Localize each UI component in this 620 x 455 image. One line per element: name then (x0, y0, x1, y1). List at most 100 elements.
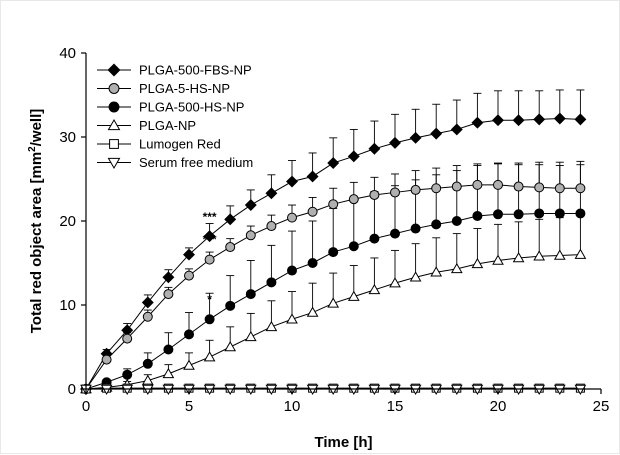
data-point-plga-500-hs-np (390, 228, 400, 239)
legend-item-plga-500-hs-np: PLGA-500-HS-NP (97, 100, 244, 115)
data-point-plga-5-hs-np (266, 221, 277, 232)
data-point-plga-500-hs-np (513, 209, 524, 220)
legend-item-serum-free-medium: Serum free medium (97, 155, 253, 170)
data-point-plga-500-hs-np (307, 258, 318, 268)
significance-marker: *** (203, 233, 217, 247)
data-point-serum-free-medium (409, 384, 422, 396)
data-point-plga-500-fbs-np (389, 136, 401, 149)
data-point-plga-500-fbs-np (183, 248, 195, 261)
legend-item-plga-5-hs-np: PLGA-5-HS-NP (97, 81, 230, 96)
data-point-plga-np (162, 367, 175, 379)
data-point-serum-free-medium (327, 384, 340, 396)
x-tick-label: 20 (490, 398, 507, 415)
data-point-serum-free-medium (306, 384, 319, 396)
legend-label: PLGA-5-HS-NP (139, 81, 230, 96)
data-point-plga-500-fbs-np (409, 131, 422, 144)
data-point-plga-500-hs-np (575, 208, 586, 219)
x-tick-label: 25 (593, 398, 610, 415)
x-axis-label: Time [h] (314, 434, 372, 451)
data-point-plga-5-hs-np (369, 189, 380, 200)
data-point-serum-free-medium (141, 384, 154, 396)
data-point-plga-5-hs-np (431, 183, 442, 194)
y-tick-label: 20 (59, 213, 76, 230)
data-point-plga-500-fbs-np (492, 114, 504, 127)
error-bars-layer (102, 89, 585, 389)
data-point-plga-np (286, 313, 298, 324)
data-point-plga-500-hs-np (184, 329, 194, 340)
data-point-plga-np (306, 306, 319, 317)
data-point-plga-5-hs-np (554, 183, 565, 194)
data-point-plga-500-fbs-np (368, 142, 381, 155)
significance-marker: * (207, 292, 212, 306)
data-point-plga-5-hs-np (472, 179, 483, 190)
data-point-serum-free-medium (265, 384, 278, 396)
legend-item-lumogen-red: Lumogen Red (97, 137, 221, 152)
x-ticks: 0 5 10 15 20 25 (82, 389, 610, 415)
data-point-plga-500-hs-np (431, 219, 442, 230)
legend-item-plga-500-fbs-np: PLGA-500-FBS-NP (97, 63, 252, 78)
legend-marker-plga-500-hs-np (108, 101, 120, 113)
data-point-plga-500-fbs-np (553, 112, 566, 125)
data-point-plga-500-fbs-np (471, 116, 484, 129)
data-point-plga-5-hs-np (513, 181, 524, 192)
data-point-plga-np (450, 262, 463, 274)
data-point-plga-5-hs-np (225, 242, 236, 253)
data-point-plga-500-hs-np (266, 277, 277, 288)
y-tick-label: 10 (59, 297, 76, 314)
data-point-plga-5-hs-np (287, 212, 297, 223)
y-tick-label: 40 (59, 45, 76, 62)
data-point-serum-free-medium (347, 384, 360, 396)
legend-label: Serum free medium (139, 155, 253, 170)
data-point-serum-free-medium (203, 384, 216, 396)
data-point-plga-np (533, 250, 546, 261)
data-point-serum-free-medium (450, 384, 463, 396)
data-point-plga-np (409, 271, 422, 282)
data-point-plga-500-hs-np (348, 241, 359, 252)
data-point-serum-free-medium (533, 384, 546, 396)
y-tick-label: 0 (68, 381, 76, 398)
data-point-plga-np (492, 254, 504, 265)
data-point-plga-500-hs-np (142, 358, 153, 369)
data-point-plga-500-fbs-np (265, 187, 278, 200)
data-point-plga-np (327, 297, 340, 308)
data-point-plga-500-fbs-np (203, 230, 216, 243)
data-point-plga-5-hs-np (493, 179, 503, 190)
legend-label: PLGA-NP (139, 118, 196, 133)
data-point-plga-np (347, 290, 360, 301)
data-point-plga-500-fbs-np (141, 296, 154, 309)
legend-label: Lumogen Red (139, 137, 221, 152)
data-point-plga-500-hs-np (554, 208, 565, 219)
data-point-plga-np (265, 320, 278, 332)
legend-marker-plga-np (107, 118, 121, 131)
data-point-plga-5-hs-np (163, 289, 174, 300)
data-point-plga-5-hs-np (328, 199, 339, 210)
data-point-serum-free-medium (368, 384, 381, 396)
x-tick-label: 10 (284, 398, 301, 415)
markers-layer (80, 112, 587, 396)
data-point-plga-np (512, 251, 525, 263)
x-tick-label: 0 (82, 398, 90, 415)
data-point-plga-500-hs-np (204, 314, 215, 325)
data-point-plga-5-hs-np (534, 182, 545, 193)
legend-marker-lumogen-red (109, 139, 119, 149)
data-point-serum-free-medium (430, 384, 443, 396)
data-point-serum-free-medium (574, 384, 587, 396)
legend-marker-serum-free-medium (107, 157, 121, 170)
data-point-plga-500-fbs-np (327, 157, 340, 169)
data-point-plga-5-hs-np (348, 194, 359, 205)
data-point-plga-500-hs-np (451, 216, 462, 226)
y-tick-label: 30 (59, 129, 76, 146)
data-point-plga-np (368, 283, 381, 295)
data-point-serum-free-medium (121, 384, 134, 396)
data-point-plga-500-fbs-np (306, 170, 319, 183)
data-point-plga-500-hs-np (163, 344, 174, 355)
data-point-plga-5-hs-np (184, 270, 194, 281)
data-point-plga-500-fbs-np (162, 271, 175, 284)
data-point-serum-free-medium (553, 384, 566, 396)
data-point-plga-500-hs-np (493, 209, 503, 220)
data-point-serum-free-medium (244, 384, 257, 396)
data-point-plga-np (183, 359, 195, 370)
legend-label: PLGA-500-HS-NP (139, 100, 244, 115)
